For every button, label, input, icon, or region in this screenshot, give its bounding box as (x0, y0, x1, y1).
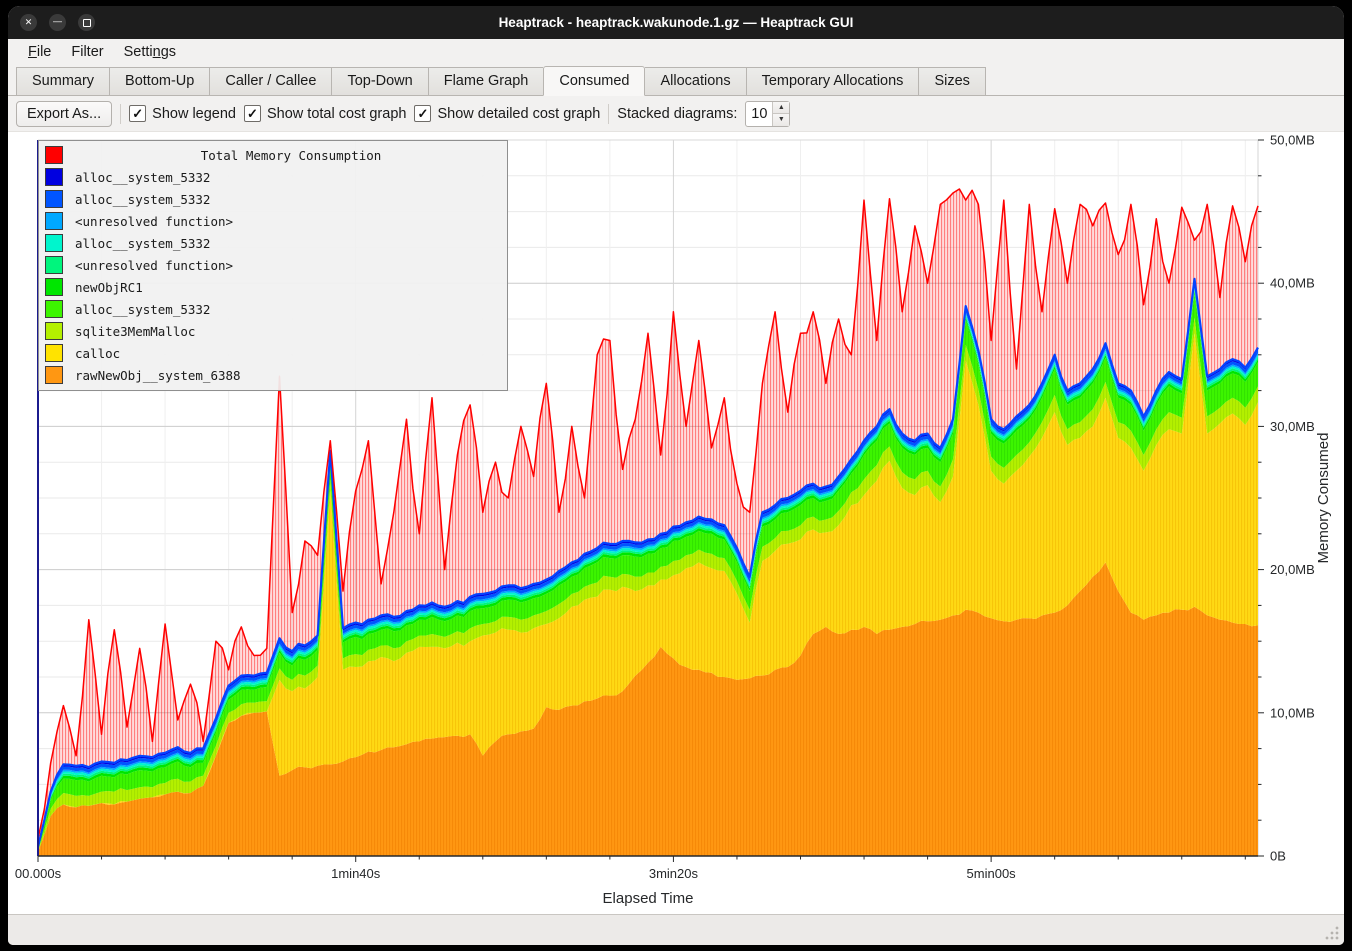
legend-label: <unresolved function> (75, 257, 234, 273)
svg-text:3min20s: 3min20s (649, 866, 699, 881)
menu-filter[interactable]: Filter (71, 44, 104, 60)
tab-flame-graph[interactable]: Flame Graph (427, 67, 544, 96)
menu-bar: File Filter Settings (8, 39, 1344, 65)
svg-text:Elapsed Time: Elapsed Time (603, 890, 694, 907)
maximize-button[interactable] (78, 14, 95, 31)
legend-entry: calloc (39, 342, 507, 364)
svg-text:40,0MB: 40,0MB (1270, 276, 1315, 291)
svg-text:Memory Consumed: Memory Consumed (1315, 433, 1332, 564)
svg-text:5min00s: 5min00s (967, 866, 1017, 881)
svg-text:10,0MB: 10,0MB (1270, 705, 1315, 720)
checkmark-icon: ✓ (244, 105, 261, 122)
tab-bar: Summary Bottom-Up Caller / Callee Top-Down F… (8, 65, 1344, 96)
legend-swatch (45, 300, 63, 318)
tab-summary[interactable]: Summary (16, 67, 110, 96)
legend-swatch (45, 344, 63, 362)
close-icon: ✕ (24, 17, 33, 27)
checkbox-show-legend[interactable]: ✓ Show legend (129, 105, 236, 122)
consumed-chart-area[interactable]: 00.000s 1min40s 3min20s 5min00s 0B 10,0MB 20,0… (8, 131, 1344, 914)
tab-top-down[interactable]: Top-Down (331, 67, 428, 96)
chart-legend: Total Memory Consumption alloc__system_53… (38, 140, 508, 391)
legend-swatch (45, 322, 63, 340)
resize-grip-icon[interactable] (1324, 925, 1340, 941)
legend-swatch (45, 212, 63, 230)
legend-label: alloc__system_5332 (75, 235, 211, 251)
toolbar: Export As... ✓ Show legend ✓ Show total cos… (8, 96, 1344, 131)
svg-text:0B: 0B (1270, 849, 1286, 864)
tab-sizes[interactable]: Sizes (918, 67, 986, 96)
checkmark-icon: ✓ (414, 105, 432, 122)
checkbox-label: Show legend (152, 105, 236, 122)
stacked-diagrams-stepper[interactable]: 10 ▲ ▼ (745, 100, 791, 127)
menu-settings[interactable]: Settings (123, 44, 177, 60)
app-window: ✕ — Heaptrack - heaptrack.wakunode.1.gz … (8, 6, 1344, 945)
svg-text:30,0MB: 30,0MB (1270, 419, 1315, 434)
minimize-icon: — (53, 16, 62, 26)
stacked-diagrams-label: Stacked diagrams: (617, 105, 738, 122)
spin-down-button[interactable]: ▼ (773, 114, 790, 126)
legend-entry: alloc__system_5332 (39, 232, 507, 254)
spin-up-button[interactable]: ▲ (773, 101, 790, 114)
window-title: Heaptrack - heaptrack.wakunode.1.gz — He… (498, 15, 854, 30)
tab-bottom-up[interactable]: Bottom-Up (109, 67, 210, 96)
svg-text:50,0MB: 50,0MB (1270, 133, 1315, 148)
title-bar: ✕ — Heaptrack - heaptrack.wakunode.1.gz … (8, 6, 1344, 39)
memory-consumption-chart[interactable]: 00.000s 1min40s 3min20s 5min00s 0B 10,0MB 20,0… (8, 132, 1344, 912)
svg-text:1min40s: 1min40s (331, 866, 381, 881)
svg-text:20,0MB: 20,0MB (1270, 562, 1315, 577)
legend-label: alloc__system_5332 (75, 169, 211, 185)
tab-temporary-allocations[interactable]: Temporary Allocations (745, 67, 919, 96)
legend-label: rawNewObj__system_6388 (75, 367, 241, 383)
checkmark-icon: ✓ (129, 105, 147, 122)
legend-entry: alloc__system_5332 (39, 298, 507, 320)
minimize-button[interactable]: — (49, 14, 66, 31)
checkbox-label: Show total cost graph (267, 105, 407, 122)
legend-swatch (45, 234, 63, 252)
legend-swatch (45, 190, 63, 208)
legend-entry: newObjRC1 (39, 276, 507, 298)
window-controls: ✕ — (20, 14, 95, 31)
export-as-button[interactable]: Export As... (16, 100, 113, 127)
tab-consumed[interactable]: Consumed (543, 66, 646, 96)
tab-allocations[interactable]: Allocations (645, 67, 746, 96)
legend-label: <unresolved function> (75, 213, 234, 229)
status-bar (8, 914, 1344, 945)
legend-swatch (45, 256, 63, 274)
legend-entry: sqlite3MemMalloc (39, 320, 507, 342)
legend-swatch (45, 278, 63, 296)
legend-entry: alloc__system_5332 (39, 166, 507, 188)
legend-title: Total Memory Consumption (200, 147, 382, 163)
tab-caller-callee[interactable]: Caller / Callee (209, 67, 332, 96)
legend-entry: alloc__system_5332 (39, 188, 507, 210)
menu-file[interactable]: File (28, 44, 52, 60)
checkbox-show-detailed-cost-graph[interactable]: ✓ Show detailed cost graph (414, 105, 600, 122)
toolbar-separator (608, 103, 610, 124)
legend-entry: rawNewObj__system_6388 (39, 364, 507, 386)
legend-swatch (45, 146, 63, 164)
legend-label: newObjRC1 (75, 279, 143, 295)
legend-label: sqlite3MemMalloc (75, 323, 196, 339)
toolbar-separator (120, 103, 122, 124)
legend-title-row: Total Memory Consumption (39, 144, 507, 166)
close-button[interactable]: ✕ (20, 14, 37, 31)
legend-entry: <unresolved function> (39, 210, 507, 232)
legend-label: alloc__system_5332 (75, 191, 211, 207)
legend-label: calloc (75, 345, 121, 361)
stacked-diagrams-value: 10 (751, 105, 768, 122)
maximize-icon (82, 18, 91, 27)
legend-swatch (45, 168, 63, 186)
legend-label: alloc__system_5332 (75, 301, 211, 317)
legend-entry: <unresolved function> (39, 254, 507, 276)
legend-swatch (45, 366, 63, 384)
checkbox-label: Show detailed cost graph (437, 105, 601, 122)
checkbox-show-total-cost-graph[interactable]: ✓ Show total cost graph (244, 105, 406, 122)
svg-text:00.000s: 00.000s (15, 866, 62, 881)
